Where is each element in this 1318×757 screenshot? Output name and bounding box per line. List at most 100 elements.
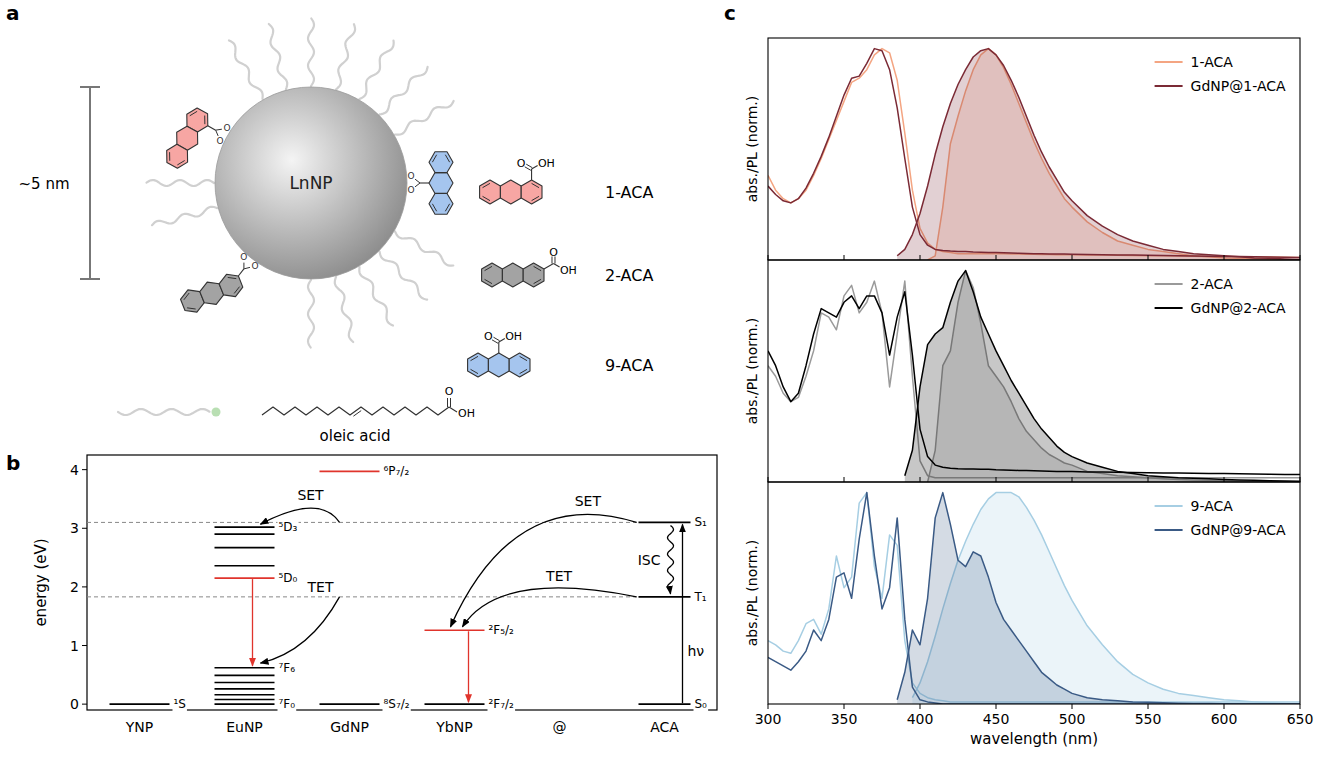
- double-bond: [520, 356, 527, 360]
- oleic-chain: [360, 41, 394, 99]
- x-axis-title: wavelength (nm): [970, 730, 1098, 748]
- x-tick-label: 350: [831, 711, 858, 727]
- guide-line: [87, 522, 639, 523]
- emission-line: [897, 49, 1300, 260]
- bond: [498, 342, 499, 353]
- capping-label: oleic acid: [320, 427, 391, 445]
- y-tick-label: 4: [70, 462, 79, 478]
- label-patch: [278, 571, 299, 585]
- x-tick-label: 550: [1135, 711, 1162, 727]
- double-bond: [471, 369, 478, 373]
- x-tick: [1224, 704, 1225, 709]
- atom-label: O: [240, 252, 247, 262]
- bond: [532, 166, 538, 170]
- plot-frame: [768, 260, 1300, 482]
- panel-letter: a: [6, 1, 20, 25]
- panel-b: 01234energy (eV)YNPEuNPGdNPYbNP@ACA¹S⁷F₀…: [32, 455, 717, 735]
- legend: 1-ACAGdNP@1-ACA: [1155, 54, 1286, 94]
- scale-label: ~5 nm: [19, 175, 70, 193]
- label-patch: [383, 697, 411, 711]
- label-patch: [383, 464, 411, 478]
- label-patch: [488, 697, 516, 711]
- ring: [509, 353, 530, 377]
- atom-label: OH: [458, 407, 475, 420]
- x-category-label: YNP: [125, 719, 153, 735]
- atom-label: O: [445, 385, 454, 398]
- bond: [243, 263, 244, 269]
- oleic-chain: [308, 280, 314, 348]
- plot-frame: [768, 482, 1300, 704]
- x-tick-label: 500: [1059, 711, 1086, 727]
- oleic-chain: [269, 24, 287, 89]
- y-tick-label: 1: [70, 638, 79, 654]
- y-tick: [82, 528, 87, 529]
- energy-level: [215, 682, 275, 684]
- bond: [531, 169, 532, 180]
- ring: [500, 180, 521, 204]
- bond: [449, 407, 457, 412]
- scale-bar-cap: [80, 86, 100, 88]
- bond: [499, 339, 505, 343]
- energy-level: [425, 629, 485, 631]
- level-label: ²F₇/₂: [489, 697, 515, 711]
- x-category-label: GdNP: [330, 719, 369, 735]
- oleic-chain: [395, 232, 453, 266]
- double-bond: [520, 369, 527, 373]
- x-tick: [920, 477, 921, 482]
- atom-label: O: [517, 157, 526, 170]
- label-patch: [278, 661, 297, 675]
- panel-letter: c: [724, 1, 736, 25]
- oleic-chain: [308, 19, 314, 87]
- x-tick: [768, 704, 769, 709]
- scale-bar: [89, 87, 91, 279]
- ring: [488, 353, 509, 377]
- absorption-line: [768, 493, 1300, 704]
- ring: [429, 173, 453, 194]
- atom-label: O: [484, 330, 493, 343]
- y-axis-title: abs./PL (norm.): [744, 318, 760, 425]
- oleic-chain: [152, 207, 217, 225]
- bond: [492, 340, 498, 344]
- label-patch: [278, 520, 299, 534]
- x-tick: [1072, 255, 1073, 260]
- y-tick-label: 3: [70, 520, 79, 536]
- atom-label: OH: [505, 330, 522, 343]
- y-tick: [82, 704, 87, 705]
- double-bond: [169, 152, 170, 161]
- ligand-name: 2-ACA: [605, 266, 653, 285]
- level-label: S₁: [695, 515, 708, 529]
- annotation: hν: [688, 643, 705, 659]
- label-patch: [488, 623, 516, 637]
- y-axis-title: abs./PL (norm.): [744, 96, 760, 203]
- x-tick: [768, 477, 769, 482]
- atom-label: O: [407, 171, 414, 181]
- bond: [450, 398, 451, 407]
- emission-fill: [897, 49, 1300, 260]
- double-bond: [177, 161, 184, 165]
- double-bond: [190, 111, 197, 115]
- atom-label: O: [407, 185, 414, 195]
- atom-label: O: [251, 261, 258, 271]
- level-label: ⁵D₃: [279, 520, 298, 534]
- emission-line: [897, 493, 1300, 704]
- energy-level: [215, 694, 275, 696]
- oleic-chain: [335, 277, 353, 342]
- atom-label: O: [549, 246, 558, 259]
- spectrum-panel: abs./PL (norm.)2-ACAGdNP@2-ACA: [744, 260, 1300, 482]
- particle-label: LnNP: [289, 173, 332, 193]
- energy-level: [320, 471, 380, 473]
- oleic-chain: [336, 24, 355, 89]
- double-bond: [483, 196, 490, 200]
- plot-data: [768, 493, 1300, 704]
- tet-arrow: [463, 588, 637, 627]
- legend-swatch: [1155, 283, 1183, 285]
- double-bond: [485, 279, 492, 283]
- x-tick: [844, 255, 845, 260]
- x-tick: [1300, 477, 1301, 482]
- label-patch: [693, 590, 708, 604]
- atom-label: OH: [538, 157, 555, 170]
- y-axis-title: energy (eV): [32, 538, 50, 626]
- ring: [468, 353, 489, 377]
- ligand-name: 1-ACA: [605, 183, 653, 202]
- double-bond: [532, 196, 539, 200]
